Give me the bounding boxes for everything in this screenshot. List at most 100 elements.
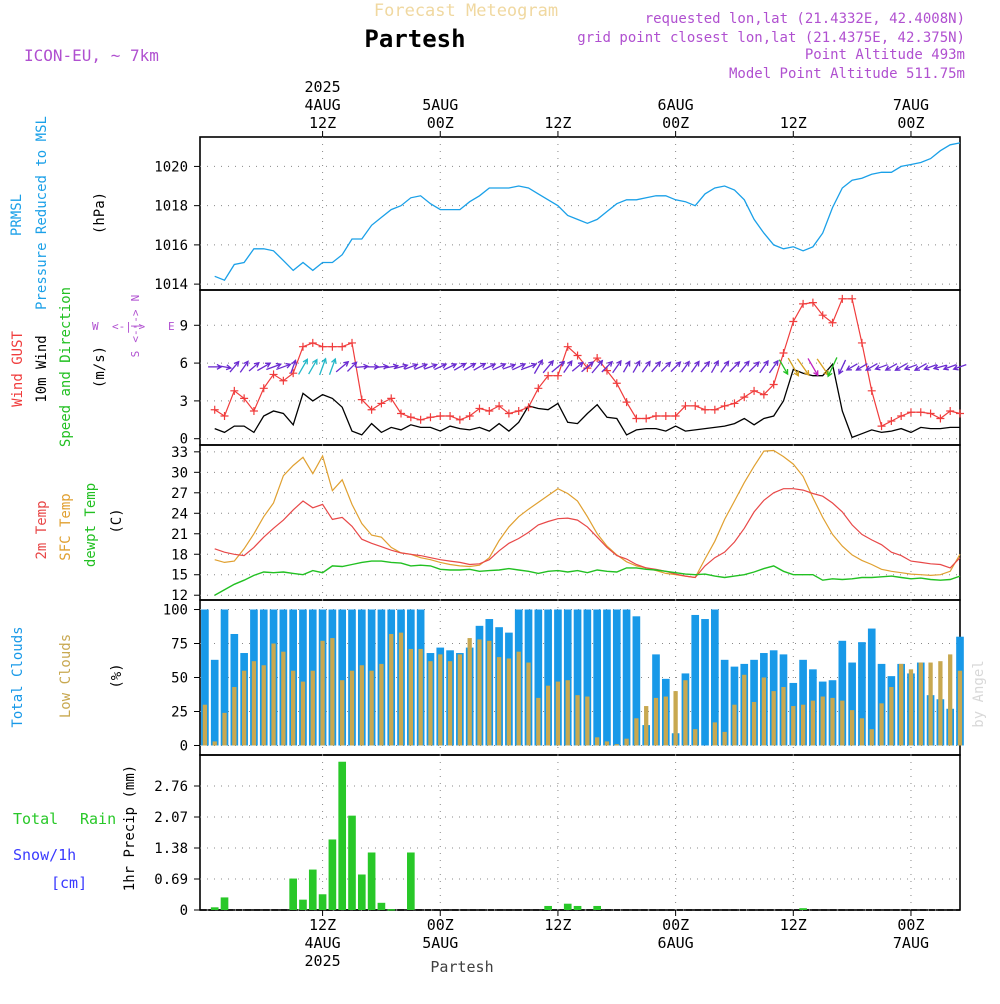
wind-arrow [328, 357, 337, 375]
faint-title: Forecast Meteogram [374, 1, 558, 21]
wind-arrow-head [793, 370, 800, 377]
wind-arrow-head [684, 360, 690, 367]
wind-arrow-head [243, 360, 249, 367]
wind-arrow [903, 364, 918, 371]
y-tick-label: 9 [180, 318, 188, 334]
wind-arrow [542, 359, 554, 374]
gust-marker [789, 317, 798, 326]
low-cloud-bar [241, 670, 247, 746]
wind-arrow-shaft [622, 361, 631, 373]
low-cloud-bar [899, 663, 904, 746]
wind-arrow [952, 363, 967, 371]
gust-marker [779, 349, 788, 358]
low-cloud-bar [791, 706, 796, 746]
gust-marker [495, 401, 504, 410]
low-cloud-bar [281, 651, 286, 746]
wind-arrow-head [734, 361, 741, 367]
wind-arrow-shaft [924, 364, 938, 370]
wind-arrow-head [402, 363, 409, 370]
rain-label: Rain [80, 810, 116, 828]
wind-arrow-head [480, 362, 487, 369]
wind-arrow-head [616, 359, 622, 367]
wind-arrow [710, 359, 719, 373]
wind-arrow-shaft [778, 359, 789, 375]
gust-marker [720, 401, 729, 410]
wind-arrow [551, 360, 566, 373]
bottom-time-label: 6AUG [658, 934, 694, 952]
total-cloud-bar [583, 609, 592, 746]
low-cloud-bar [545, 685, 551, 746]
data-lines [214, 142, 961, 596]
wind-arrow-shaft [335, 361, 349, 373]
low-cloud-bar [487, 640, 492, 746]
wind-arrow-shaft [375, 365, 388, 369]
low-cloud-bar [320, 640, 325, 746]
precip-ylabel: 1hr Precip (mm) [122, 765, 138, 891]
total-cloud-bar [858, 642, 866, 746]
wind-arrow [483, 363, 497, 371]
wind-arrow-shaft [838, 359, 847, 375]
total-cloud-bar [612, 609, 621, 746]
total-cloud-bar [848, 662, 856, 746]
y-tick-label: 27 [171, 486, 188, 502]
wind-arrow [874, 364, 888, 371]
wind-arrow [759, 359, 769, 374]
wind-arrow-head [827, 371, 833, 378]
wind-arrow [739, 360, 750, 373]
wind-arrow-shaft [710, 360, 719, 373]
wind-arrow [670, 361, 682, 373]
top-time-label: 00Z [662, 114, 689, 132]
wind-arrow [335, 360, 350, 373]
wind-arrow-shaft [394, 364, 408, 370]
gust-marker [583, 364, 592, 373]
wind-arrow-shaft [700, 361, 710, 373]
wind-line [214, 362, 960, 439]
low-cloud-bar [879, 703, 884, 746]
wind-arrow-head [894, 365, 901, 371]
station-title: Partesh [364, 25, 465, 53]
gust-marker [612, 379, 621, 388]
model-label: ICON-EU, ~ 7km [24, 46, 159, 65]
gust-marker [455, 415, 464, 424]
total-cloud-bar [220, 609, 229, 746]
low-cloud-bar [202, 704, 208, 746]
gust-marker [563, 342, 572, 351]
low-cloud-bar [477, 639, 482, 746]
low-cloud-bar [653, 697, 659, 746]
wind-arrow [913, 362, 927, 371]
wind-arrow-shaft [591, 360, 603, 374]
y-tick-label: 12 [171, 588, 188, 604]
top-time-label: 5AUG [422, 96, 458, 114]
sfc-temp-line [214, 449, 961, 579]
y-tick-label: 3 [180, 394, 188, 410]
gust-marker [240, 394, 249, 403]
wind-arrow [729, 361, 741, 373]
wind-arrow-head [665, 361, 672, 368]
bottom-time-label: 00Z [662, 916, 689, 934]
wind-arrow [434, 363, 448, 371]
y-tick-label: 6 [180, 356, 188, 372]
wind-arrow [660, 361, 672, 372]
top-time-label: 2025 [305, 78, 341, 96]
bottom-time-label: 7AUG [893, 934, 929, 952]
low-cloud-bar [575, 695, 580, 746]
wind-arrow [229, 360, 240, 373]
wind-arrow-head [923, 364, 930, 371]
rain-bar [338, 761, 347, 910]
low-cloud-bar [732, 704, 737, 746]
wind-arrow-shaft [895, 363, 908, 371]
total-cloud-bar [573, 609, 582, 746]
wind-arrow-shaft [641, 361, 651, 373]
low-cloud-bar [800, 704, 806, 746]
y-tick-label: 30 [171, 465, 188, 481]
wind-arrow [319, 357, 327, 376]
gust-marker [593, 354, 602, 363]
clouds-bars [201, 609, 964, 746]
top-time-label: 12Z [780, 114, 807, 132]
gust-marker [769, 380, 778, 389]
low-cloud-bar [849, 710, 855, 746]
wind-arrow-shaft [748, 361, 760, 373]
y-tick-labels: 1014101610181020036912151821242730330255… [154, 159, 188, 919]
total-cloud-bar [201, 609, 209, 746]
wind-arrow-shaft [601, 361, 613, 373]
